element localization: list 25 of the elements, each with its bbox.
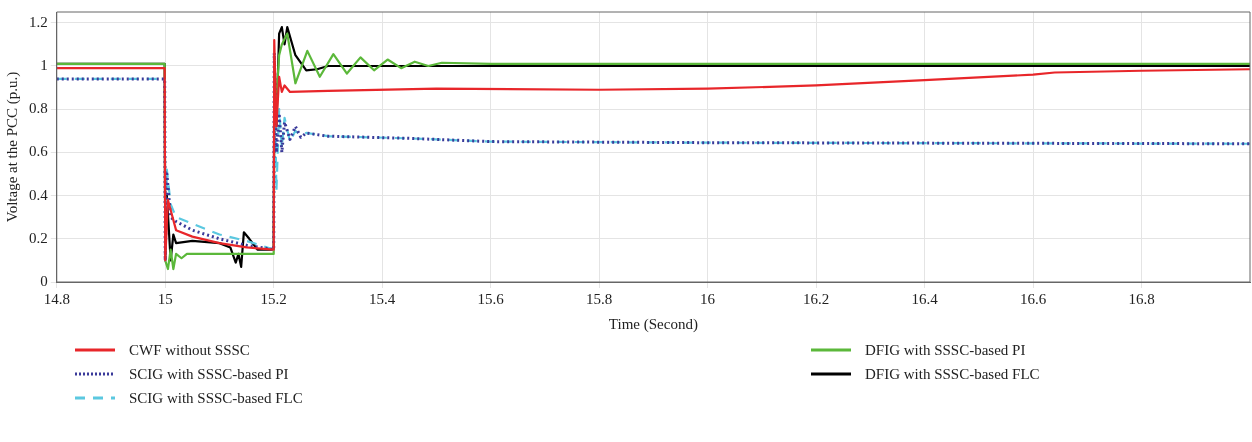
y-tick-label: 0.8 xyxy=(29,100,48,117)
legend-label: SCIG with SSSC-based PI xyxy=(129,365,289,383)
y-tick-label: 1.2 xyxy=(29,13,48,30)
x-tick-label: 16.6 xyxy=(1019,290,1047,307)
x-tick-label: 16.2 xyxy=(802,290,830,307)
x-tick-label: 15.4 xyxy=(369,290,396,307)
legend-label: DFIG with SSSC-based FLC xyxy=(865,365,1040,383)
x-tick-label: 15.2 xyxy=(260,290,287,307)
x-tick-label: 15 xyxy=(157,290,173,307)
y-tick-label: 1 xyxy=(40,56,48,73)
legend-label: DFIG with SSSC-based PI xyxy=(865,341,1026,359)
y-tick-label: 0.6 xyxy=(29,143,49,160)
x-tick-label: 16.4 xyxy=(911,290,939,307)
x-axis-title: Time (Second) xyxy=(608,315,698,333)
x-tick-label: 14.8 xyxy=(43,290,70,307)
x-tick-label: 16.8 xyxy=(1128,290,1155,307)
y-tick-label: 0 xyxy=(40,272,48,289)
y-tick-label: 0.2 xyxy=(29,229,48,246)
x-tick-label: 15.8 xyxy=(586,290,613,307)
legend-label: CWF without SSSC xyxy=(129,341,250,359)
y-tick-label: 0.4 xyxy=(29,186,49,203)
x-tick-label: 16 xyxy=(700,290,716,307)
x-tick-label: 15.6 xyxy=(477,290,505,307)
y-axis-title: Voltage at the PCC (p.u.) xyxy=(3,71,21,223)
legend-label: SCIG with SSSC-based FLC xyxy=(129,389,303,407)
